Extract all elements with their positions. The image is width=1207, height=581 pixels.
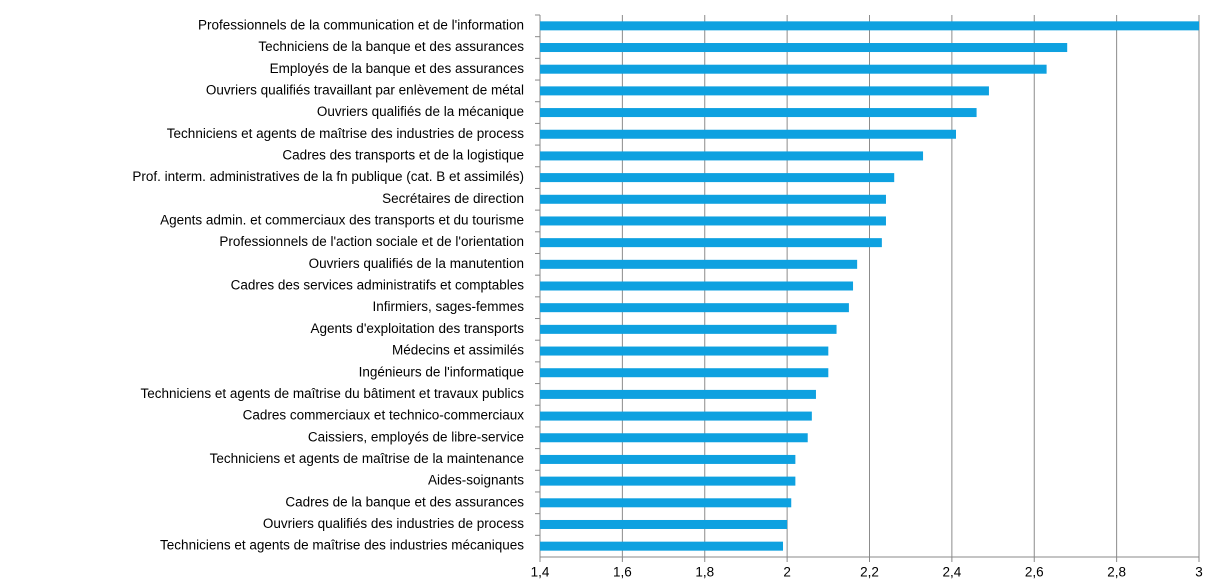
bar: [540, 303, 849, 313]
y-tick-label: Cadres des transports et de la logistiqu…: [282, 147, 524, 162]
bar: [540, 259, 858, 269]
y-tick-label: Techniciens et agents de maîtrise des in…: [167, 126, 524, 141]
y-tick-label: Aides-soignants: [428, 473, 524, 488]
bar: [540, 64, 1047, 74]
y-tick-label: Médecins et assimilés: [392, 343, 524, 358]
x-tick-label: 2: [783, 565, 791, 580]
bar: [540, 498, 792, 508]
bar: [540, 411, 812, 421]
bar: [540, 519, 788, 529]
bar: [540, 368, 829, 378]
y-tick-label: Cadres des services administratifs et co…: [231, 278, 525, 293]
bar: [540, 476, 796, 486]
bar: [540, 541, 784, 551]
y-tick-label: Agents d'exploitation des transports: [311, 321, 525, 336]
y-tick-label: Techniciens et agents de maîtrise du bât…: [141, 386, 525, 401]
bar: [540, 281, 854, 291]
bar: [540, 108, 977, 118]
x-tick-label: 2,4: [942, 565, 961, 580]
bar: [540, 454, 796, 464]
bar: [540, 43, 1068, 53]
y-tick-label: Ouvriers qualifiés de la manutention: [309, 256, 524, 271]
y-tick-label: Techniciens et agents de maîtrise des in…: [160, 538, 524, 553]
bar: [540, 324, 837, 334]
y-tick-label: Professionnels de la communication et de…: [198, 17, 524, 32]
y-tick-label: Techniciens de la banque et des assuranc…: [258, 39, 524, 54]
bar: [540, 151, 924, 161]
y-tick-label: Ouvriers qualifiés de la mécanique: [317, 104, 524, 119]
y-tick-label: Cadres de la banque et des assurances: [285, 494, 524, 509]
y-tick-label: Secrétaires de direction: [382, 191, 524, 206]
x-tick-label: 2,6: [1025, 565, 1044, 580]
bar: [540, 216, 886, 226]
bar: [540, 173, 895, 183]
y-tick-label: Caissiers, employés de libre-service: [308, 429, 524, 444]
y-tick-label: Ingénieurs de l'informatique: [359, 364, 524, 379]
y-tick-label: Prof. interm. administratives de la fn p…: [132, 169, 524, 184]
bar: [540, 86, 989, 96]
y-tick-label: Ouvriers qualifiés travaillant par enlèv…: [206, 82, 524, 97]
x-tick-label: 2,8: [1107, 565, 1126, 580]
y-tick-label: Infirmiers, sages-femmes: [372, 299, 524, 314]
bar: [540, 346, 829, 356]
y-tick-label: Cadres commerciaux et technico-commercia…: [243, 408, 525, 423]
y-tick-label: Employés de la banque et des assurances: [270, 61, 525, 76]
x-tick-label: 1,4: [531, 565, 550, 580]
bar: [540, 129, 956, 139]
bar: [540, 389, 816, 399]
y-tick-label: Ouvriers qualifiés des industries de pro…: [263, 516, 524, 531]
x-tick-label: 1,6: [613, 565, 632, 580]
x-tick-label: 1,8: [695, 565, 714, 580]
y-tick-label: Agents admin. et commerciaux des transpo…: [160, 213, 524, 228]
bar: [540, 21, 1199, 31]
x-tick-label: 2,2: [860, 565, 879, 580]
y-tick-label: Professionnels de l'action sociale et de…: [219, 234, 524, 249]
bar: [540, 433, 808, 443]
bar: [540, 238, 882, 248]
bar: [540, 194, 886, 204]
x-tick-label: 3: [1195, 565, 1203, 580]
y-tick-label: Techniciens et agents de maîtrise de la …: [210, 451, 524, 466]
